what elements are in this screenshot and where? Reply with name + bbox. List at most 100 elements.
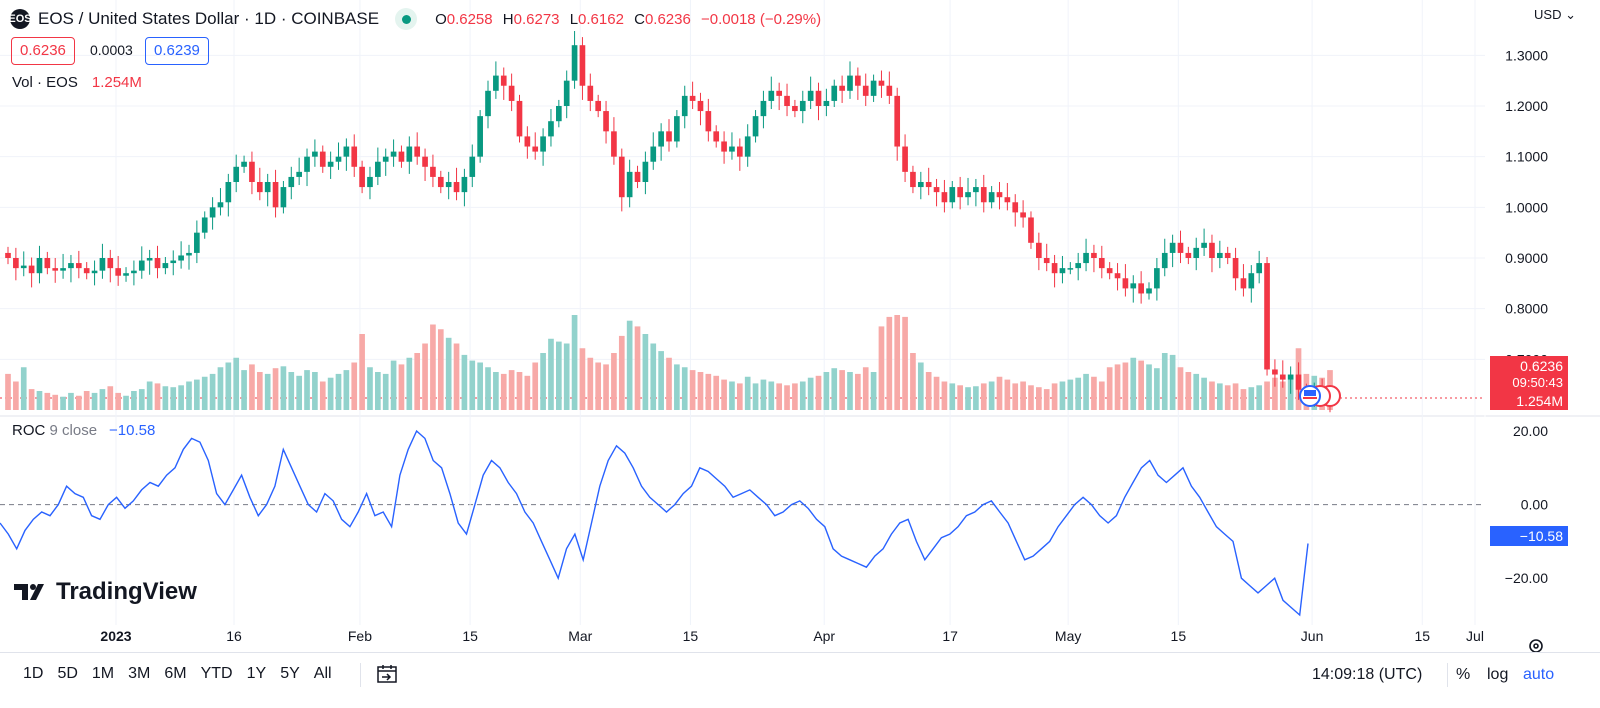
percent-toggle[interactable]: %	[1456, 666, 1471, 683]
candle-body	[611, 131, 617, 157]
auto-toggle[interactable]: auto	[1523, 666, 1555, 683]
price-tick-label: 1.2000	[1505, 98, 1548, 114]
candle-body	[996, 192, 1003, 198]
volume-bar	[28, 389, 35, 410]
candle-body	[20, 265, 27, 269]
candle-body	[1012, 202, 1019, 213]
roc-tick-label: 20.00	[1513, 423, 1548, 439]
volume-bar	[99, 389, 106, 410]
volume-bar	[1122, 362, 1129, 410]
symbol-header[interactable]: EOS EOS / United States Dollar · 1D · CO…	[8, 8, 827, 30]
candle-body	[327, 161, 334, 167]
candle-body	[469, 156, 476, 177]
volume-bar	[611, 353, 617, 410]
candle-body	[847, 75, 853, 91]
candle-body	[603, 111, 609, 132]
volume-bar	[957, 385, 963, 410]
candle-body	[768, 90, 775, 101]
volume-bar	[1083, 373, 1089, 410]
range-5d[interactable]: 5D	[57, 665, 78, 682]
candle-body	[548, 121, 554, 137]
volume-label: Vol · EOS	[12, 74, 78, 91]
range-5y[interactable]: 5Y	[280, 665, 300, 682]
volume-bar	[351, 362, 358, 410]
range-1m[interactable]: 1M	[91, 665, 115, 682]
candle-body	[1161, 252, 1168, 269]
volume-bar	[1264, 381, 1270, 410]
range-3m[interactable]: 3M	[128, 665, 151, 682]
open-key: O	[435, 10, 447, 28]
high-value: 0.6273	[513, 10, 560, 28]
volume-bar	[406, 357, 413, 410]
volume-bar	[894, 315, 901, 410]
low-key: L	[569, 10, 579, 28]
volume-bar	[1004, 379, 1011, 410]
volume-bar	[736, 383, 743, 410]
volume-bar	[870, 372, 877, 410]
roc-legend[interactable]: ROC 9 close −10.58	[12, 422, 155, 439]
range-6m[interactable]: 6M	[164, 665, 187, 682]
time-tick-label: Jul	[1466, 628, 1484, 644]
candle-body	[807, 90, 814, 101]
candle-body	[1232, 258, 1239, 279]
go-to-date-icon[interactable]	[376, 663, 398, 685]
candle-body	[626, 171, 633, 198]
range-1y[interactable]: 1Y	[246, 665, 267, 682]
candle-body	[988, 192, 995, 203]
log-toggle[interactable]: log	[1487, 666, 1509, 683]
candle-body	[485, 90, 491, 117]
candle-body	[744, 136, 751, 157]
volume-bar	[209, 373, 216, 410]
volume-bar	[878, 326, 885, 410]
candle-body	[477, 116, 483, 157]
volume-bar	[933, 376, 940, 410]
candle-body	[736, 146, 743, 157]
utc-clock[interactable]: 14:09:18 (UTC)	[1312, 666, 1423, 683]
market-open-icon	[395, 8, 418, 30]
volume-bar	[973, 386, 979, 410]
range-ytd[interactable]: YTD	[200, 665, 233, 682]
candle-body	[1122, 278, 1129, 289]
range-all[interactable]: All	[313, 665, 332, 682]
volume-bar	[674, 364, 680, 410]
currency-select[interactable]: USD ⌄	[1534, 7, 1576, 23]
volume-bar	[925, 372, 932, 410]
range-1d[interactable]: 1D	[23, 665, 44, 682]
sell-price-button[interactable]: 0.6236	[11, 37, 75, 65]
candle-body	[107, 258, 114, 269]
candle-body	[752, 116, 759, 137]
candle-body	[1177, 242, 1184, 253]
last-price-label: 0.6236	[1490, 356, 1568, 376]
symbol-title[interactable]: EOS / United States Dollar · 1D · COINBA…	[38, 9, 380, 28]
time-tick-label: 16	[226, 628, 242, 644]
candle-body	[241, 161, 247, 167]
candle-body	[540, 136, 546, 152]
volume-bar	[587, 357, 594, 410]
volume-bar	[1020, 381, 1026, 410]
candle-body	[422, 156, 428, 167]
tradingview-logo[interactable]: TradingView	[14, 578, 197, 606]
candle-body	[178, 255, 184, 261]
volume-bar	[1272, 377, 1278, 410]
volume-bar	[162, 386, 169, 410]
candle-body	[406, 146, 413, 162]
volume-bar	[367, 367, 373, 410]
volume-bar	[1201, 377, 1207, 410]
volume-bar	[752, 383, 759, 410]
candle-body	[170, 260, 177, 264]
volume-axis-label: 1.254M	[1490, 392, 1568, 410]
volume-bar	[146, 381, 153, 410]
volume-bar	[744, 376, 751, 410]
candle-body	[713, 131, 720, 142]
buy-price-button[interactable]: 0.6239	[145, 37, 209, 65]
candle-body	[681, 95, 688, 117]
candle-body	[1154, 268, 1160, 289]
candle-body	[319, 151, 326, 167]
price-tick-label: 0.8000	[1505, 301, 1548, 317]
volume-legend[interactable]: Vol · EOS 1.254M	[12, 74, 142, 91]
candle-body	[52, 268, 59, 271]
candle-body	[162, 263, 169, 269]
volume-bar	[335, 373, 342, 410]
candle-body	[272, 182, 279, 208]
